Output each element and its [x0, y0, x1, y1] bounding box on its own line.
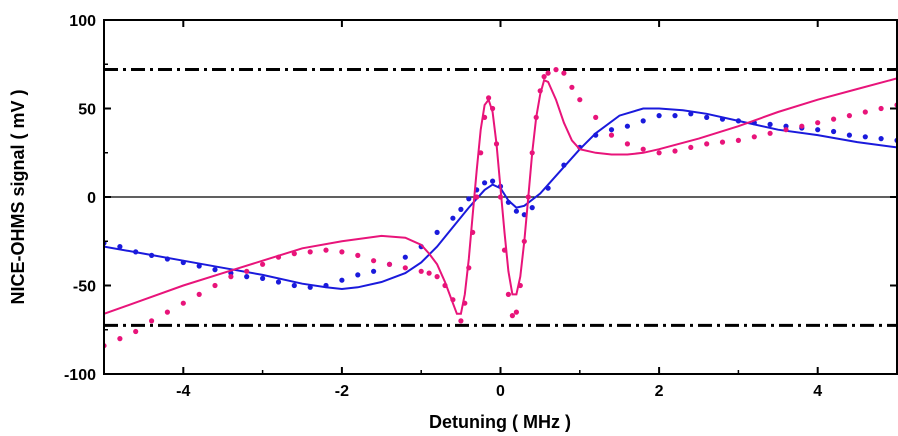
- magenta-fit-curve: [104, 77, 897, 315]
- magenta-data-point: [291, 251, 297, 257]
- magenta-data-point: [799, 123, 805, 129]
- magenta-data-point: [426, 270, 432, 276]
- blue-data-point: [458, 206, 464, 212]
- magenta-data-point: [509, 313, 515, 319]
- magenta-data-point: [862, 109, 868, 115]
- x-tick-label: 2: [655, 383, 664, 400]
- blue-data-point: [704, 114, 710, 120]
- x-axis-title: Detuning ( MHz ): [429, 412, 571, 432]
- magenta-data-point: [815, 120, 821, 126]
- magenta-data-point: [228, 274, 234, 280]
- magenta-data-point: [164, 309, 170, 315]
- magenta-data-point: [767, 130, 773, 136]
- blue-data-point: [831, 128, 837, 135]
- blue-data-point: [339, 277, 345, 283]
- magenta-data-point: [513, 309, 520, 315]
- y-tick-label: -50: [73, 279, 96, 296]
- magenta-data-point: [569, 84, 575, 90]
- magenta-data-point: [458, 318, 464, 324]
- magenta-data-point: [719, 139, 726, 145]
- magenta-data-point: [434, 274, 440, 280]
- magenta-data-point: [656, 150, 662, 156]
- magenta-data-point: [505, 291, 511, 297]
- magenta-data-point: [640, 146, 646, 152]
- blue-data-point: [466, 196, 472, 202]
- magenta-data-point: [783, 127, 789, 133]
- magenta-data-point: [688, 144, 694, 150]
- blue-data-point: [529, 205, 535, 211]
- magenta-data-point: [561, 70, 567, 76]
- x-tick-label: -4: [176, 383, 190, 400]
- magenta-data-point: [323, 247, 329, 253]
- blue-data-point: [355, 272, 361, 278]
- magenta-data-point: [244, 268, 250, 274]
- magenta-data-point: [117, 336, 123, 342]
- blue-data-point: [640, 118, 646, 124]
- axis-tick-labels: -4 -2 0 2 4 -100 -50 0 50 100: [64, 13, 822, 400]
- blue-data-point: [846, 132, 853, 138]
- magenta-data-point: [418, 268, 424, 274]
- blue-data-point: [862, 134, 868, 140]
- magenta-data-point: [307, 249, 313, 255]
- magenta-data-point: [545, 70, 551, 76]
- blue-data-point: [371, 268, 377, 274]
- magenta-data-point: [212, 282, 218, 289]
- magenta-data-point: [704, 141, 710, 147]
- blue-data-point: [767, 121, 773, 127]
- magenta-data-point: [486, 95, 492, 101]
- y-axis-title: NICE-OHMS signal ( mV ): [8, 89, 28, 304]
- magenta-data-point: [355, 252, 361, 258]
- magenta-data-point: [196, 291, 202, 297]
- blue-data-point: [624, 123, 631, 129]
- blue-data-point: [275, 279, 282, 285]
- blue-data-point: [244, 274, 250, 280]
- blue-data-point: [450, 215, 456, 221]
- magenta-data-point: [541, 74, 547, 80]
- axis-ticks: [103, 19, 898, 375]
- blue-data-point: [212, 267, 218, 273]
- blue-data-point: [878, 136, 884, 142]
- magenta-data-point: [339, 249, 345, 255]
- blue-data-point: [656, 113, 662, 119]
- y-tick-label: -100: [64, 367, 96, 384]
- x-tick-label: 0: [496, 383, 505, 400]
- magenta-data-point: [371, 258, 377, 264]
- magenta-data-point: [735, 137, 742, 143]
- magenta-data-point: [624, 141, 631, 147]
- magenta-data-point: [577, 97, 583, 103]
- x-tick-label: 4: [813, 383, 822, 400]
- blue-data-point: [672, 113, 678, 119]
- magenta-data-point: [608, 132, 615, 138]
- magenta-data-point: [672, 148, 678, 154]
- blue-data-point: [117, 244, 123, 250]
- magenta-data-point: [260, 261, 266, 267]
- magenta-data-point: [846, 113, 853, 119]
- blue-data-point: [513, 208, 520, 214]
- magenta-data-point: [386, 261, 393, 267]
- blue-data-point: [260, 275, 266, 281]
- blue-data-point: [815, 127, 821, 133]
- blue-data-point: [434, 229, 440, 235]
- y-tick-label: 100: [69, 13, 96, 30]
- magenta-data-point: [831, 116, 837, 122]
- magenta-data-point: [402, 265, 408, 271]
- blue-data-point: [490, 178, 496, 184]
- magenta-data-point: [553, 67, 559, 73]
- blue-data-point: [482, 180, 488, 186]
- blue-data-point: [608, 127, 615, 133]
- magenta-data-point: [180, 300, 186, 306]
- blue-data-point: [291, 282, 297, 289]
- magenta-data-point: [751, 134, 757, 140]
- y-tick-label: 0: [87, 190, 96, 207]
- y-tick-label: 50: [78, 102, 96, 119]
- magenta-data-point: [878, 105, 884, 112]
- series-layer: [104, 67, 897, 349]
- magenta-data-point: [593, 114, 599, 120]
- x-tick-label: -2: [335, 383, 349, 400]
- magenta-data-point: [133, 328, 139, 335]
- magenta-data-point: [149, 318, 155, 324]
- blue-data-point: [402, 254, 408, 260]
